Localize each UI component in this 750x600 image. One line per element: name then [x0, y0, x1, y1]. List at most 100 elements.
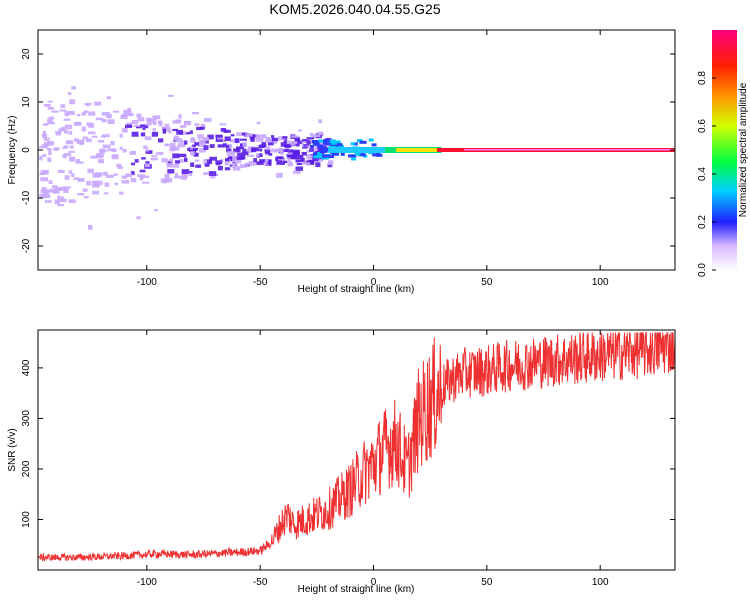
- x-tick-label: -50: [253, 577, 268, 588]
- spectral-blob: [306, 160, 315, 165]
- spectral-blob: [322, 147, 330, 151]
- spectral-blob: [282, 160, 288, 164]
- y-tick-label: -20: [21, 238, 32, 253]
- spectral-blob: [164, 143, 170, 147]
- spectral-blob: [67, 92, 72, 95]
- spectral-blob: [54, 187, 62, 191]
- spectral-blob: [340, 152, 345, 156]
- spectral-blob: [321, 156, 330, 160]
- spectral-blob: [126, 122, 133, 127]
- spectrogram-marks: [39, 86, 675, 230]
- spectral-blob: [101, 111, 110, 116]
- spectral-blob: [328, 160, 334, 166]
- spectral-blob: [293, 150, 301, 156]
- spectral-blob: [321, 154, 330, 158]
- spectral-blob: [219, 123, 227, 126]
- spectral-blob: [251, 162, 255, 166]
- spectral-blob: [224, 158, 230, 162]
- spectral-blob: [127, 107, 132, 112]
- x-tick-label: 100: [592, 577, 609, 588]
- spectral-blob: [119, 146, 123, 150]
- spectral-blob: [261, 141, 267, 145]
- spectral-blob: [64, 129, 68, 134]
- spectral-blob: [41, 144, 49, 148]
- spectral-blob: [190, 162, 195, 167]
- spectral-blob: [62, 146, 68, 149]
- spectral-blob: [229, 144, 233, 148]
- spectral-blob: [309, 132, 314, 137]
- x-tick-label: 100: [592, 277, 609, 288]
- spectral-blob: [43, 103, 51, 107]
- spectral-blob: [180, 176, 187, 180]
- spectral-blob: [281, 161, 285, 165]
- spectral-blob: [203, 172, 209, 176]
- spectral-blob: [198, 148, 207, 153]
- spectral-blob: [52, 185, 58, 189]
- spectral-blob: [225, 159, 231, 164]
- spectral-blob: [291, 154, 297, 160]
- spectral-blob: [169, 146, 175, 152]
- spectral-blob: [59, 198, 67, 203]
- spectral-blob: [166, 178, 173, 183]
- spectral-blob: [300, 142, 305, 146]
- spectral-blob: [215, 137, 223, 142]
- spectral-blob: [113, 173, 118, 176]
- spectral-blob: [90, 155, 97, 159]
- spectral-blob: [241, 151, 246, 157]
- spectral-blob: [60, 126, 65, 130]
- spectral-blob: [42, 133, 48, 139]
- spectral-blob: [81, 126, 87, 132]
- spectral-blob: [277, 136, 286, 141]
- spectral-blob: [168, 129, 172, 134]
- spectral-blob: [235, 159, 242, 164]
- spectral-blob: [184, 140, 188, 145]
- spectral-blob: [40, 177, 49, 182]
- spectral-blob: [122, 127, 128, 133]
- spectral-blob: [267, 138, 275, 143]
- spectral-blob: [202, 136, 209, 142]
- spectral-blob: [145, 161, 150, 164]
- spectral-blob: [92, 172, 100, 178]
- spectral-blob: [119, 133, 123, 138]
- spectral-blob: [159, 152, 164, 155]
- spectral-blob: [183, 157, 188, 162]
- x-tick-label: -100: [137, 277, 157, 288]
- spectral-blob: [47, 118, 53, 124]
- spectral-blob: [203, 145, 209, 150]
- spectral-blob: [76, 113, 81, 117]
- spectral-blob: [318, 119, 322, 124]
- spectral-blob: [67, 110, 75, 115]
- spectral-blob: [179, 125, 187, 128]
- spectral-blob: [315, 162, 321, 168]
- spectral-blob: [242, 142, 247, 148]
- spectral-blob: [84, 102, 92, 106]
- spectral-blob: [98, 148, 106, 154]
- spectral-blob: [144, 175, 150, 179]
- spectral-blob: [175, 160, 180, 164]
- spectral-blob: [145, 150, 153, 154]
- spectral-blob: [260, 162, 269, 166]
- spectral-blob: [43, 194, 51, 199]
- spectral-blob: [106, 174, 114, 178]
- spectral-blob: [256, 161, 264, 165]
- spectral-blob: [146, 117, 153, 122]
- spectral-blob: [69, 99, 76, 105]
- spectral-blob: [62, 186, 71, 189]
- spectral-blob: [295, 143, 300, 147]
- narrow-line-segment: [328, 147, 385, 153]
- spectral-blob: [48, 150, 52, 156]
- spectral-blob: [137, 117, 145, 122]
- spectral-blob: [215, 134, 223, 138]
- spectral-blob: [69, 156, 76, 162]
- spectral-blob: [275, 156, 282, 162]
- spectral-blob: [337, 144, 344, 148]
- spectral-blob: [110, 140, 115, 146]
- spectral-blob: [87, 131, 96, 135]
- spectral-blob: [130, 171, 135, 176]
- spectral-blob: [123, 109, 132, 113]
- spectral-blob: [139, 176, 144, 181]
- spectral-blob: [296, 163, 303, 166]
- spectral-blob: [300, 157, 305, 162]
- x-tick-label: 50: [481, 577, 493, 588]
- spectral-blob: [167, 169, 175, 174]
